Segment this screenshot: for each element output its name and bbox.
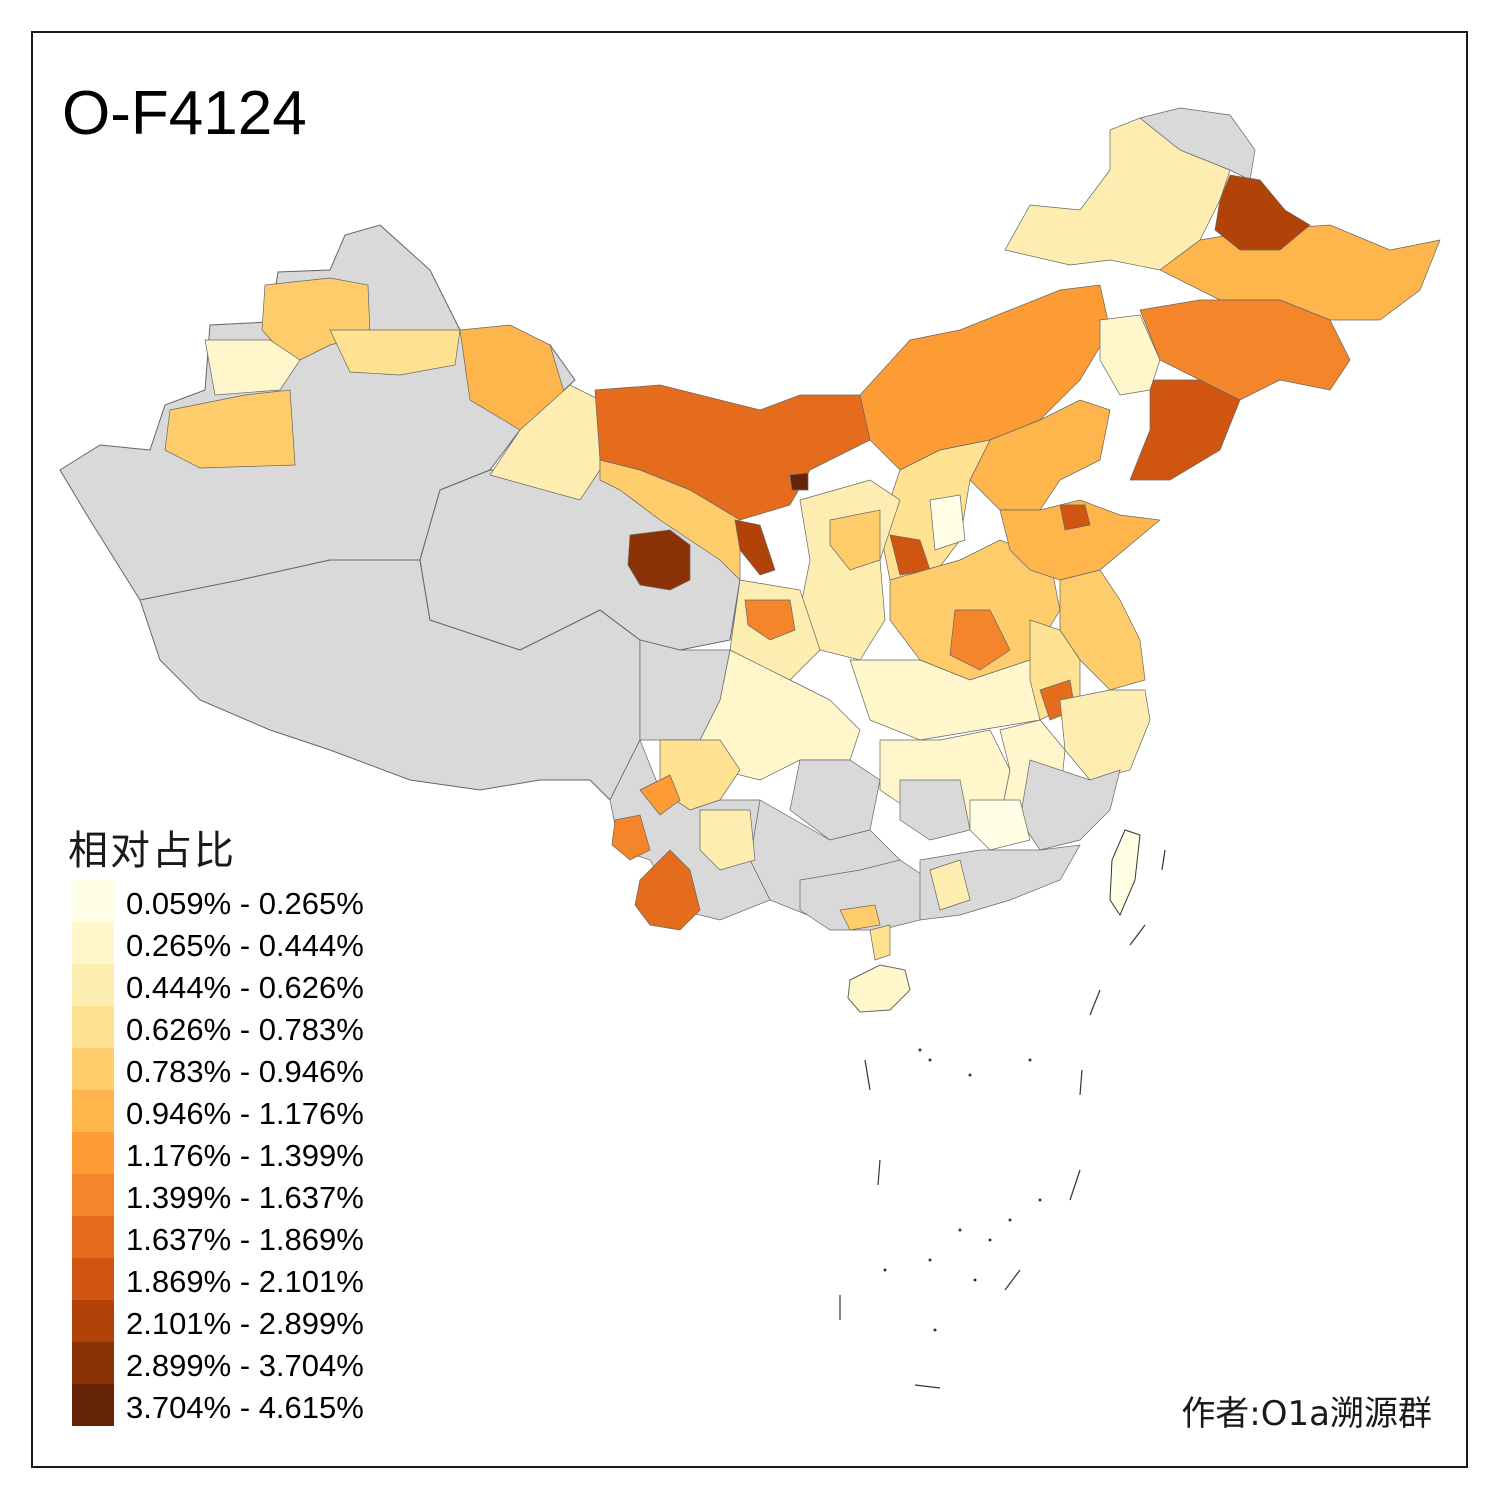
- region-shaanxi-2: [829, 509, 881, 571]
- legend-item: 0.444% - 0.626%: [72, 964, 412, 1006]
- legend-label: 3.704% - 4.615%: [126, 1390, 364, 1425]
- region-qinghai-dark: [627, 529, 691, 591]
- legend-label: 0.946% - 1.176%: [126, 1096, 364, 1131]
- legend-swatch: [72, 964, 114, 1006]
- legend-label: 0.444% - 0.626%: [126, 970, 364, 1005]
- region-shandong-dark: [1059, 504, 1091, 531]
- region-fujian-light: [969, 799, 1031, 851]
- legend-title: 相对占比: [68, 828, 236, 874]
- legend-item: 2.899% - 3.704%: [72, 1342, 412, 1384]
- region-yunnan-west: [611, 814, 651, 861]
- legend-item: 1.869% - 2.101%: [72, 1258, 412, 1300]
- map-title: O-F4124: [62, 79, 307, 148]
- legend-item: 0.626% - 0.783%: [72, 1006, 412, 1048]
- legend-label: 0.059% - 0.265%: [126, 886, 364, 921]
- region-gansu-mid: [599, 459, 741, 581]
- legend-swatch: [72, 1342, 114, 1384]
- legend-swatch: [72, 1300, 114, 1342]
- region-leizhou: [869, 924, 891, 961]
- region-henan-dark: [949, 609, 1011, 671]
- region-jilin: [1139, 299, 1351, 401]
- region-tianshui: [744, 599, 796, 641]
- legend-swatch: [72, 922, 114, 964]
- legend-label: 1.399% - 1.637%: [126, 1180, 364, 1215]
- legend-label: 0.783% - 0.946%: [126, 1054, 364, 1089]
- region-hainan: [847, 964, 911, 1013]
- region-yunnan-south: [634, 849, 701, 931]
- legend-label: 1.176% - 1.399%: [126, 1138, 364, 1173]
- legend-swatch: [72, 1006, 114, 1048]
- map-frame: [31, 31, 1468, 1468]
- legend-label: 0.626% - 0.783%: [126, 1012, 364, 1047]
- legend-item: 1.399% - 1.637%: [72, 1174, 412, 1216]
- region-shanxi-light: [929, 494, 966, 551]
- region-ningxia: [734, 519, 776, 576]
- legend-item: 0.946% - 1.176%: [72, 1090, 412, 1132]
- region-guangdong-light: [929, 859, 971, 911]
- region-zhanjiang: [839, 904, 881, 931]
- legend-item: 0.783% - 0.946%: [72, 1048, 412, 1090]
- legend-item: 1.176% - 1.399%: [72, 1132, 412, 1174]
- region-wuhai: [789, 472, 809, 491]
- legend-label: 2.101% - 2.899%: [126, 1306, 364, 1341]
- region-xj-south: [164, 389, 296, 469]
- region-zhejiang: [1059, 689, 1151, 781]
- legend-swatch: [72, 1174, 114, 1216]
- region-xj-northmid: [329, 329, 461, 376]
- legend-label: 2.899% - 3.704%: [126, 1348, 364, 1383]
- region-shandong: [999, 499, 1161, 581]
- region-xj-west: [204, 339, 301, 396]
- region-hebei: [969, 399, 1111, 511]
- legend-item: 3.704% - 4.615%: [72, 1384, 412, 1426]
- region-taiwan: [1109, 829, 1141, 917]
- legend-label: 0.265% - 0.444%: [126, 928, 364, 963]
- legend: 0.059% - 0.265% 0.265% - 0.444% 0.444% -…: [72, 880, 412, 1426]
- legend-swatch: [72, 1048, 114, 1090]
- legend-item: 2.101% - 2.899%: [72, 1300, 412, 1342]
- legend-swatch: [72, 880, 114, 922]
- region-heilongjiang-east-nodata: [1139, 107, 1256, 181]
- region-heilongjiang-ne: [1214, 174, 1311, 251]
- south-china-sea-islands: [883, 1048, 1042, 1332]
- south-china-sea-dashes: [839, 849, 1166, 1389]
- legend-item: 1.637% - 1.869%: [72, 1216, 412, 1258]
- region-yunnan-mid: [699, 809, 756, 871]
- legend-swatch: [72, 1132, 114, 1174]
- region-liaoning-west: [1099, 314, 1161, 396]
- legend-swatch: [72, 1384, 114, 1426]
- legend-label: 1.869% - 2.101%: [126, 1264, 364, 1299]
- author-credit: 作者:O1a溯源群: [1181, 1394, 1432, 1434]
- region-yunnan-orange: [639, 774, 681, 816]
- region-sichuan-west-nodata: [639, 639, 731, 741]
- legend-swatch: [72, 1216, 114, 1258]
- region-hunan-nodata: [899, 779, 971, 841]
- legend-swatch: [72, 1090, 114, 1132]
- region-liaoning: [1129, 379, 1241, 481]
- legend-item: 0.265% - 0.444%: [72, 922, 412, 964]
- legend-label: 1.637% - 1.869%: [126, 1222, 364, 1257]
- legend-swatch: [72, 1258, 114, 1300]
- legend-item: 0.059% - 0.265%: [72, 880, 412, 922]
